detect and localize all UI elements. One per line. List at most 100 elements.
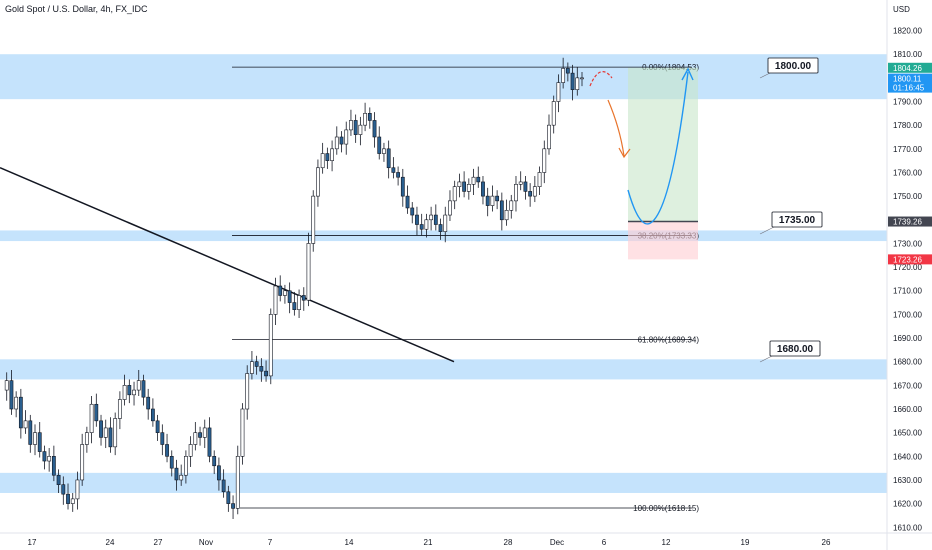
x-tick-label: Dec: [550, 538, 564, 547]
candle-body: [410, 207, 415, 216]
candle-body: [424, 219, 429, 230]
x-tick-label: 28: [504, 538, 513, 547]
candle-body: [532, 186, 537, 197]
zone-band: [0, 54, 887, 100]
candle-body: [235, 456, 240, 509]
callout-box: [771, 211, 823, 228]
candle-body: [264, 370, 268, 377]
candle-body: [150, 408, 155, 422]
profit-zone: [628, 67, 698, 222]
candle-body: [4, 380, 9, 391]
candle-body: [217, 465, 221, 481]
y-tick-label: 1670.00: [893, 381, 922, 390]
candle-body: [537, 172, 542, 187]
zone-band: [0, 472, 887, 493]
candle-body: [495, 195, 500, 202]
candle-body: [419, 224, 424, 230]
candle-body: [108, 427, 113, 448]
candle-body: [188, 444, 193, 457]
candle-body: [212, 456, 217, 467]
candle-body: [184, 456, 188, 476]
x-tick-label: 24: [106, 538, 115, 547]
y-tick-label: 1790.00: [893, 98, 922, 107]
candle-body: [23, 420, 28, 429]
price-tag-label: 1723.26: [893, 255, 922, 264]
callout-box: [767, 57, 819, 74]
candle-body: [452, 186, 457, 202]
candle-body: [117, 399, 122, 419]
y-tick-label: 1760.00: [893, 168, 922, 177]
candle-body: [339, 136, 344, 145]
candle-body: [33, 432, 37, 445]
candle-body: [466, 184, 471, 192]
candle-body: [42, 451, 47, 462]
candle-body: [363, 113, 367, 126]
fib-label: 100.00%(1618.15): [633, 504, 699, 513]
candle-body: [245, 373, 250, 410]
y-tick-label: 1620.00: [893, 500, 922, 509]
candle-body: [198, 432, 202, 438]
candle-body: [358, 124, 363, 135]
candle-body: [240, 408, 245, 457]
candle-body: [457, 181, 462, 187]
candle-body: [202, 427, 207, 438]
candle-body: [231, 503, 235, 509]
candle-body: [320, 153, 325, 169]
candle-body: [250, 361, 254, 374]
x-tick-label: 27: [154, 538, 163, 547]
candle-body: [113, 418, 118, 448]
candle-body: [221, 479, 226, 493]
candle-body: [485, 195, 490, 206]
candle-body: [509, 200, 514, 211]
candle-body: [518, 181, 523, 185]
candle-body: [353, 120, 358, 135]
candle-body: [268, 314, 273, 377]
price-tag-label: 1800.11: [893, 75, 922, 84]
candle-body: [226, 491, 231, 504]
candle-body: [283, 290, 287, 296]
candle-body: [179, 474, 184, 481]
candle-body: [528, 191, 533, 197]
y-tick-label: 1720.00: [893, 263, 922, 272]
y-tick-label: 1730.00: [893, 239, 922, 248]
price-tag: [888, 73, 932, 93]
y-tick-label: 1700.00: [893, 310, 922, 319]
loss-zone: [628, 221, 698, 260]
candle-body: [278, 285, 283, 296]
candle-body: [80, 444, 85, 481]
price-tag-label: 1739.26: [893, 218, 922, 227]
candle-body: [51, 456, 56, 476]
candle-body: [28, 420, 33, 445]
candle-body: [146, 396, 151, 410]
candle-body: [75, 479, 80, 500]
candle-body: [551, 101, 556, 126]
x-tick-label: 12: [662, 538, 671, 547]
candle-body: [476, 176, 481, 183]
callout-label: 1680.00: [777, 344, 814, 355]
candle-body: [382, 148, 386, 154]
y-tick-label: 1780.00: [893, 121, 922, 130]
axis-currency: USD: [893, 5, 910, 14]
candle-body: [155, 420, 160, 433]
candle-body: [127, 385, 132, 396]
candle-body: [580, 77, 584, 80]
price-tag-countdown: 01:16:45: [893, 84, 925, 93]
candle-body: [325, 153, 330, 161]
y-tick-label: 1690.00: [893, 334, 922, 343]
candle-body: [429, 214, 434, 221]
candle-body: [9, 380, 14, 410]
candle-body: [514, 184, 518, 202]
candle-body: [169, 456, 174, 469]
price-tag: [888, 216, 932, 227]
candle-body: [136, 380, 141, 391]
candle-body: [391, 167, 396, 173]
candle-body: [405, 195, 410, 209]
zone-band: [0, 359, 887, 380]
candle-body: [561, 68, 566, 83]
candle-body: [122, 385, 127, 400]
candle-body: [37, 432, 42, 452]
candle-body: [415, 214, 419, 225]
y-tick-label: 1810.00: [893, 50, 922, 59]
candle-body: [254, 361, 259, 367]
